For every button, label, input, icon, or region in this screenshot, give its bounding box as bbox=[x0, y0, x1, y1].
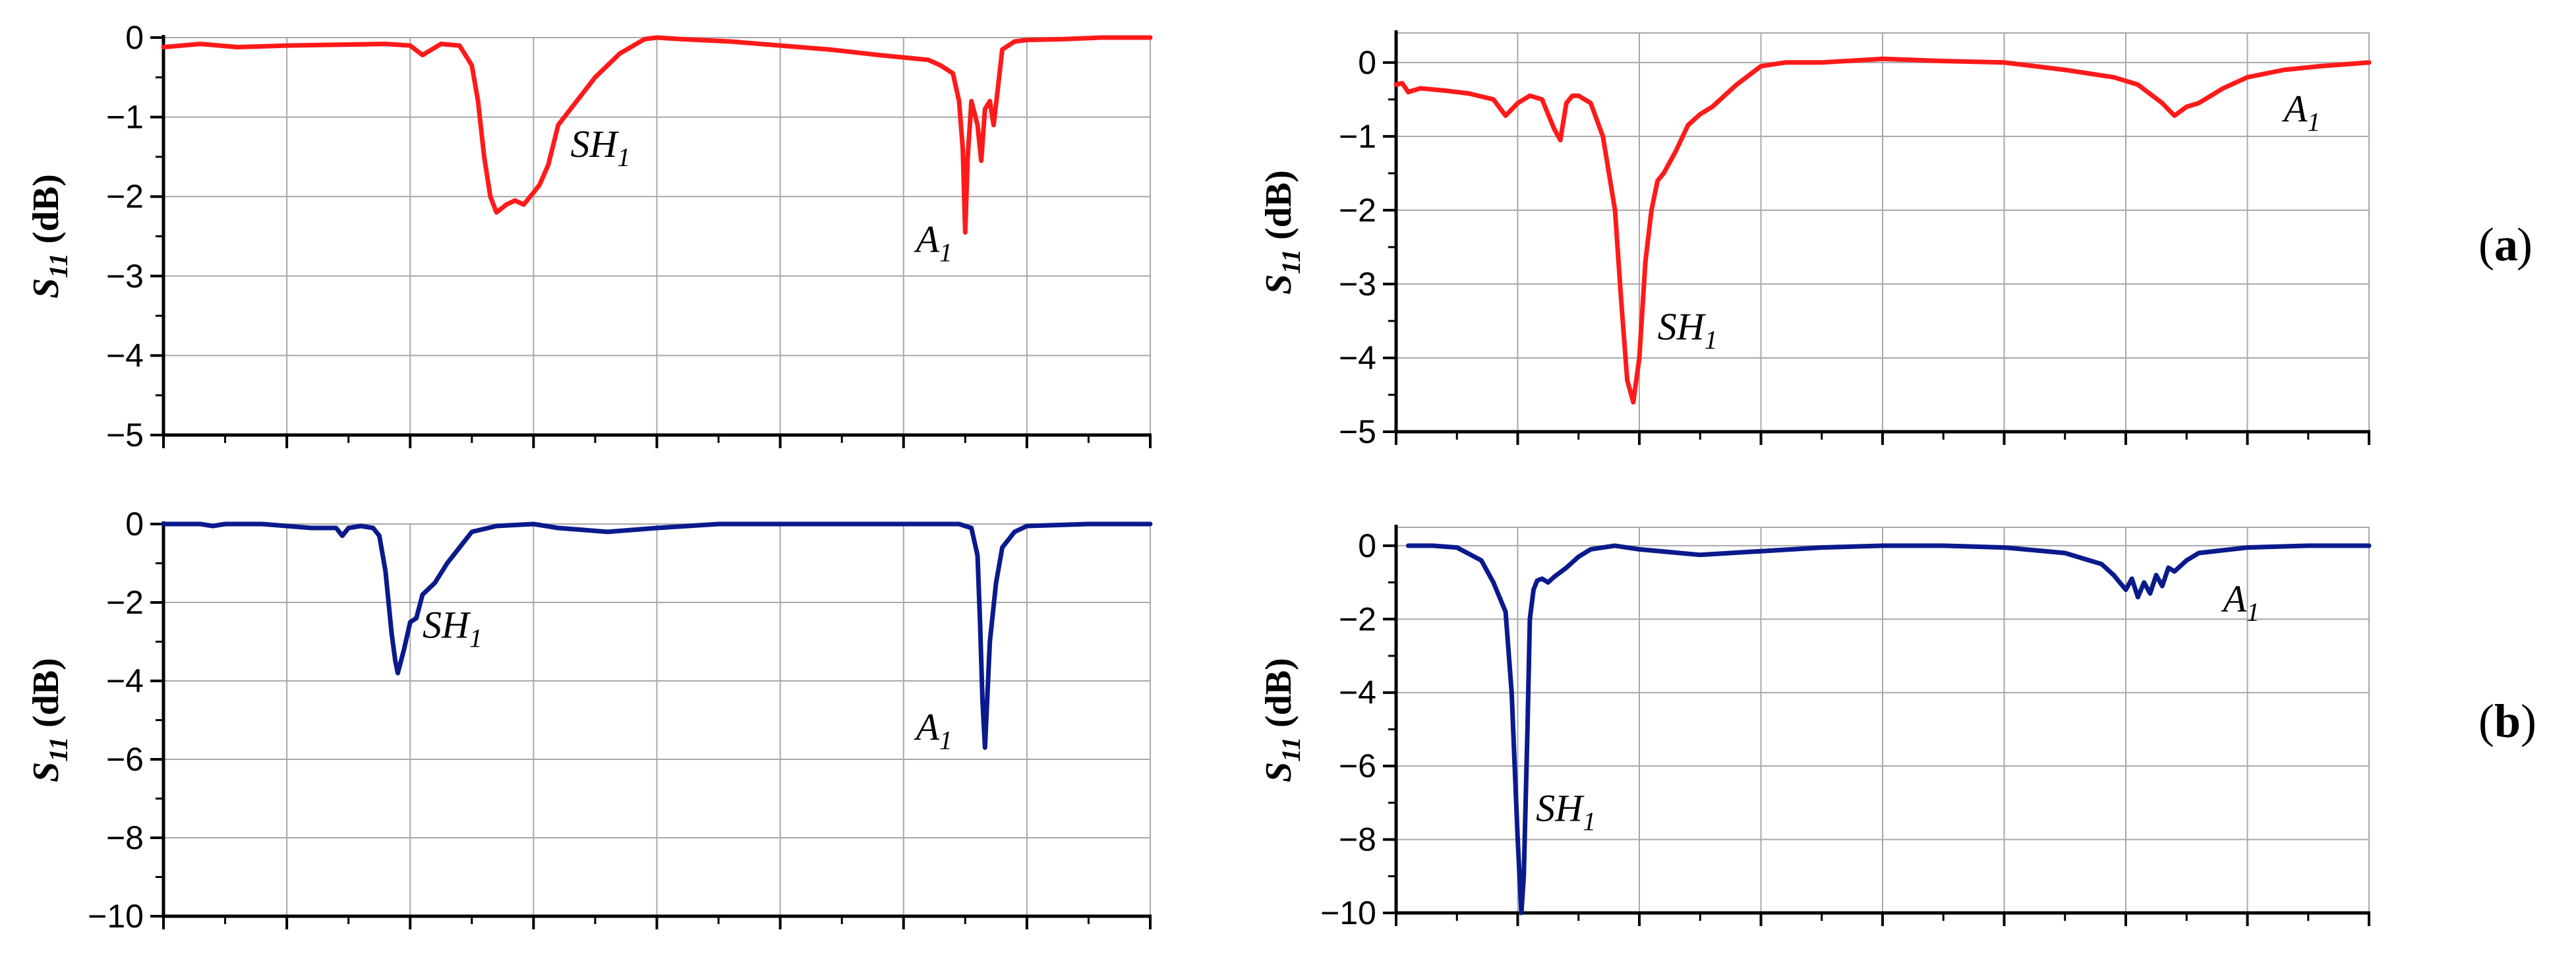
y-tick-label-a-left-3: −3 bbox=[106, 258, 144, 295]
y-tick-label-b-left-3: −6 bbox=[106, 741, 144, 778]
chart-b-right: 0 −2 −4 −6 −8 −10 S11 (dB) SH1 A1 bbox=[1258, 525, 2372, 931]
panel-label-a-open: ( bbox=[2478, 218, 2494, 271]
panel-label-a-close: ) bbox=[2517, 218, 2532, 271]
annotation-a-left-1: A1 bbox=[913, 218, 952, 268]
annotation-b-left-1: A1 bbox=[913, 705, 952, 755]
y-tick-label-b-left-1: −2 bbox=[106, 584, 144, 621]
panel-label-b-open: ( bbox=[2478, 695, 2494, 747]
y-tick-label-a-left-4: −4 bbox=[106, 337, 144, 374]
y-axis-label-b-left: S11 (dB) bbox=[26, 658, 73, 782]
chart-a-right: 0 −1 −2 −3 −4 −5 S11 (dB) SH1 A1 bbox=[1258, 30, 2372, 450]
chart-b-left: 0 −2 −4 −6 −8 −10 S11 (dB) SH1 A1 bbox=[26, 506, 1153, 935]
y-tick-label-a-right-3: −3 bbox=[1339, 266, 1376, 303]
annotation-b-right-0: SH1 bbox=[1536, 787, 1596, 836]
y-tick-label-a-left-0: 0 bbox=[125, 19, 144, 56]
annotation-a-right-0: SH1 bbox=[1658, 305, 1718, 355]
panel-label-a-letter: a bbox=[2494, 218, 2518, 271]
panel-label-a: ( a ) bbox=[2478, 218, 2532, 271]
panel-label-b-close: ) bbox=[2521, 695, 2536, 747]
y-axis-label-a-left: S11 (dB) bbox=[26, 174, 73, 299]
annotation-b-right-1: A1 bbox=[2221, 577, 2260, 627]
series-line-a-left-0 bbox=[161, 35, 1153, 235]
y-tick-label-b-right-4: −8 bbox=[1339, 821, 1376, 858]
y-tick-label-a-left-2: −2 bbox=[106, 178, 144, 215]
series-line-b-left-0 bbox=[161, 521, 1153, 750]
y-tick-label-a-left-1: −1 bbox=[106, 99, 144, 136]
y-axis-label-a-right: S11 (dB) bbox=[1258, 170, 1306, 295]
series-line-a-right-0 bbox=[1393, 56, 2372, 405]
plots-layer: 0 −1 −2 −3 −4 −5 S11 (dB) SH1 A1 0 −1 −2 −3 −4 −5 S11 (… bbox=[26, 19, 2372, 935]
y-tick-label-b-right-3: −6 bbox=[1339, 747, 1376, 784]
y-tick-label-b-left-5: −10 bbox=[88, 898, 144, 935]
panel-label-b: ( b ) bbox=[2478, 695, 2536, 747]
y-tick-label-b-right-1: −2 bbox=[1339, 600, 1376, 637]
y-tick-label-a-right-5: −5 bbox=[1339, 413, 1376, 450]
y-tick-label-a-left-5: −5 bbox=[106, 417, 144, 453]
y-tick-label-b-left-4: −8 bbox=[106, 819, 144, 856]
y-tick-label-a-right-0: 0 bbox=[1358, 44, 1376, 81]
annotation-a-right-1: A1 bbox=[2281, 87, 2320, 136]
y-tick-label-a-right-1: −1 bbox=[1339, 118, 1376, 155]
panel-label-b-letter: b bbox=[2494, 695, 2521, 747]
y-tick-label-b-right-2: −4 bbox=[1339, 674, 1376, 711]
series-line-b-right-0 bbox=[1405, 543, 2372, 916]
y-tick-label-b-left-2: −4 bbox=[106, 662, 144, 699]
annotation-b-left-0: SH1 bbox=[423, 604, 483, 653]
y-tick-label-b-right-5: −10 bbox=[1320, 894, 1376, 931]
y-tick-label-b-right-0: 0 bbox=[1358, 527, 1376, 564]
chart-a-left: 0 −1 −2 −3 −4 −5 S11 (dB) SH1 A1 bbox=[26, 19, 1153, 453]
y-tick-label-a-right-4: −4 bbox=[1339, 339, 1376, 376]
y-tick-label-b-left-0: 0 bbox=[125, 506, 144, 542]
y-axis-label-b-right: S11 (dB) bbox=[1258, 658, 1306, 782]
y-tick-label-a-right-2: −2 bbox=[1339, 192, 1376, 229]
annotation-a-left-0: SH1 bbox=[571, 123, 631, 172]
